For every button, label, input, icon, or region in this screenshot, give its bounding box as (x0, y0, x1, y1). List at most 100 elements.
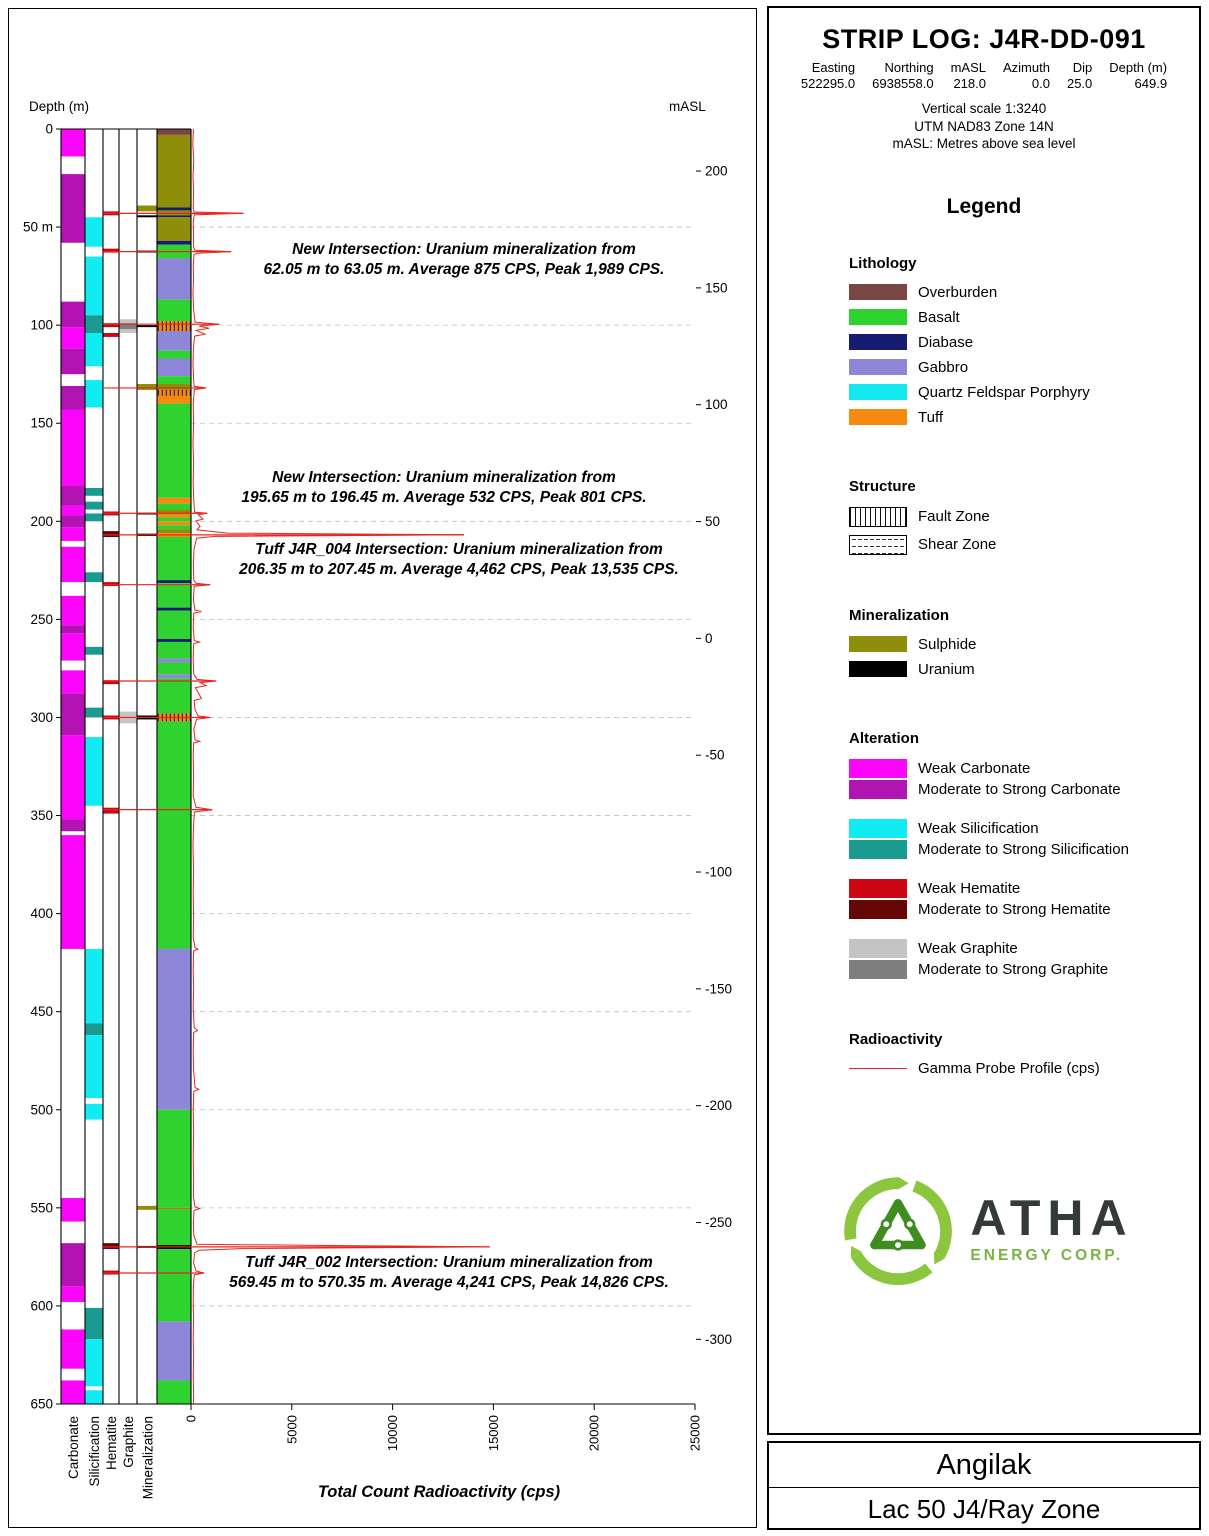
field-value: 25.0 (1066, 75, 1093, 91)
field-label: Easting (811, 60, 856, 75)
legend-item: Quartz Feldspar Porphyry (849, 384, 1199, 401)
legend-item-label: Weak Silicification (918, 819, 1039, 837)
collar-field-azimuth: Azimuth 0.0 (1003, 60, 1050, 91)
svg-text:500: 500 (30, 1102, 53, 1117)
legend-section-alteration: Alteration Weak Carbonate Moderate to Stro… (849, 730, 1199, 979)
carbonate-weak-swatch (849, 758, 907, 778)
field-label: mASL (950, 60, 986, 75)
page-title: STRIP LOG: J4R-DD-091 (822, 24, 1146, 54)
legend-group: Weak Carbonate Moderate to Strong Carbona… (849, 758, 1199, 799)
legend-item: Weak Hematite (849, 878, 1199, 898)
overburden-swatch (849, 284, 907, 301)
annotations: New Intersection: Uranium mineralization… (229, 241, 679, 1291)
svg-text:195.65 m to 196.45 m. Average: 195.65 m to 196.45 m. Average 532 CPS, P… (241, 489, 646, 506)
collar-field-masl: mASL 218.0 (951, 60, 986, 91)
legend-item: Moderate to Strong Hematite (849, 899, 1199, 919)
legend-item-label: Moderate to Strong Silicification (918, 840, 1129, 858)
svg-text:Tuff J4R_004 Intersection: Ura: Tuff J4R_004 Intersection: Uranium miner… (255, 541, 663, 558)
legend-item: Weak Silicification (849, 818, 1199, 838)
uranium-swatch (849, 661, 907, 678)
depth-gridlines (191, 226, 695, 1405)
svg-text:650: 650 (30, 1397, 53, 1412)
field-label: Northing (884, 60, 934, 75)
svg-text:5000: 5000 (284, 1415, 299, 1444)
log-tracks (61, 129, 191, 1404)
legend-item-label: Overburden (918, 283, 998, 301)
project-name: Angilak (769, 1443, 1199, 1488)
legend-item: Weak Graphite (849, 938, 1199, 958)
legend-section-heading: Structure (849, 477, 916, 495)
svg-text:Graphite: Graphite (121, 1416, 136, 1468)
field-label: Depth (m) (1109, 60, 1168, 75)
svg-text:550: 550 (30, 1200, 53, 1215)
legend-item: Basalt (849, 309, 1199, 326)
svg-text:300: 300 (30, 710, 53, 725)
field-label: Dip (1072, 60, 1093, 75)
basalt-swatch (849, 309, 907, 326)
legend-item: Gabbro (849, 359, 1199, 376)
legend-item: Moderate to Strong Graphite (849, 959, 1199, 979)
graphite-strong-swatch (849, 959, 907, 979)
radioactivity-axis: 0 5000 10000 15000 20000 25000 Total Count Rad… (184, 1404, 703, 1501)
track-borders (60, 128, 695, 1405)
svg-text:450: 450 (30, 1004, 53, 1019)
legend-section-heading: Lithology (849, 254, 917, 272)
field-value: 649.9 (1134, 75, 1168, 91)
collar-info: Easting 522295.0 Northing 6938558.0 mASL… (769, 60, 1199, 91)
carbonate-strong-swatch (849, 779, 907, 799)
legend-item-label: Moderate to Strong Graphite (918, 960, 1109, 978)
tuff-swatch (849, 409, 907, 426)
legend-title: Legend (946, 194, 1022, 218)
legend-item: Weak Carbonate (849, 758, 1199, 778)
field-value: 0.0 (1031, 75, 1050, 91)
svg-text:-50: -50 (705, 748, 725, 763)
svg-text:15000: 15000 (486, 1415, 501, 1451)
legend-section-heading: Mineralization (849, 606, 950, 624)
legend-section-heading: Radioactivity (849, 1030, 943, 1048)
legend-item-label: Weak Hematite (918, 879, 1021, 897)
legend-item: Gamma Probe Profile (cps) (849, 1060, 1199, 1077)
legend-section-mineralization: Mineralization Sulphide Uranium (849, 607, 1199, 678)
svg-text:Total Count Radioactivity (cps: Total Count Radioactivity (cps) (318, 1483, 561, 1501)
legend-item: Fault Zone (849, 506, 1199, 527)
legend-item-label: Moderate to Strong Hematite (918, 900, 1111, 918)
svg-text:New Intersection: Uranium mine: New Intersection: Uranium mineralization… (292, 241, 636, 258)
gamma-probe-profile (192, 128, 490, 1405)
svg-text:-100: -100 (705, 865, 732, 880)
scale-note: UTM NAD83 Zone 14N (914, 118, 1054, 134)
fault-swatch (849, 506, 907, 527)
legend-section-heading: Alteration (849, 729, 920, 747)
collar-field-northing: Northing 6938558.0 (872, 60, 933, 91)
svg-text:10000: 10000 (385, 1415, 400, 1451)
svg-text:100: 100 (30, 318, 53, 333)
legend-section-structure: Structure Fault Zone Shear Zone (849, 478, 1199, 555)
silicification-strong-swatch (849, 839, 907, 859)
company-logo: ATHA ENERGY CORP. (769, 1165, 1199, 1293)
collar-field-easting: Easting 522295.0 (801, 60, 855, 91)
svg-text:200: 200 (30, 514, 53, 529)
legend-item-label: Quartz Feldspar Porphyry (918, 383, 1090, 401)
legend-group: Weak Silicification Moderate to Strong Si… (849, 818, 1199, 859)
company-subtitle: ENERGY CORP. (970, 1246, 1123, 1264)
legend-item: Moderate to Strong Carbonate (849, 779, 1199, 799)
legend-item-label: Sulphide (918, 635, 977, 653)
title-block: Angilak Lac 50 J4/Ray Zone (767, 1441, 1201, 1530)
hematite-weak-swatch (849, 878, 907, 898)
svg-text:250: 250 (30, 612, 53, 627)
legend-group: Weak Graphite Moderate to Strong Graphite (849, 938, 1199, 979)
svg-text:62.05 m to 63.05 m. Average 87: 62.05 m to 63.05 m. Average 875 CPS, Pea… (264, 261, 665, 278)
svg-text:Silicification: Silicification (87, 1416, 102, 1487)
track-labels: Carbonate Silicification Hematite Graphite M… (66, 1416, 156, 1499)
svg-text:206.35 m to 207.45 m. Average: 206.35 m to 207.45 m. Average 4,462 CPS,… (238, 561, 679, 578)
svg-text:50 m: 50 m (23, 220, 53, 235)
legend-item: Tuff (849, 409, 1199, 426)
svg-text:Tuff J4R_002 Intersection: Ura: Tuff J4R_002 Intersection: Uranium miner… (245, 1254, 653, 1271)
svg-text:New Intersection: Uranium mine: New Intersection: Uranium mineralization… (272, 469, 616, 486)
collar-field-depth: Depth (m) 649.9 (1109, 60, 1167, 91)
legend-item: Diabase (849, 334, 1199, 351)
legend-item-label: Uranium (918, 660, 975, 678)
legend-section-lithology: Lithology Overburden Basalt Diabase Gabbro Qu… (849, 255, 1199, 426)
collar-field-dip: Dip 25.0 (1067, 60, 1092, 91)
legend-item: Shear Zone (849, 534, 1199, 555)
svg-text:20000: 20000 (587, 1415, 602, 1451)
